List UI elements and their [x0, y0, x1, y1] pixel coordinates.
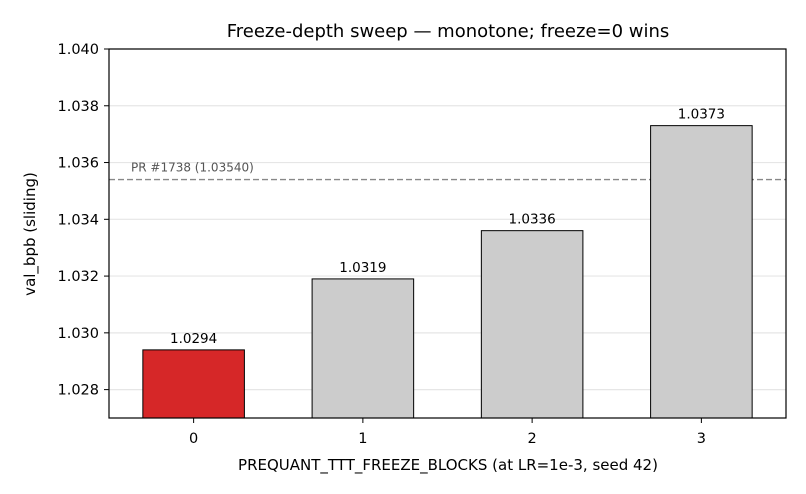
axes-frame	[108, 48, 787, 419]
bar-value-label: 1.0319	[339, 260, 386, 276]
y-tick-label: 1.040	[57, 42, 99, 58]
bar-3	[650, 125, 753, 419]
y-tick-label: 1.032	[57, 269, 99, 285]
bar-value-label: 1.0294	[170, 331, 217, 347]
y-tick-label: 1.030	[57, 326, 99, 342]
x-axis-ticks: 0 1 2 3	[189, 418, 706, 447]
x-tick-label: 3	[697, 431, 706, 447]
chart-title: Freeze-depth sweep — monotone; freeze=0 …	[227, 21, 670, 42]
bar-value-label: 1.0336	[509, 212, 556, 228]
y-tick-label: 1.028	[57, 383, 99, 399]
y-tick-label: 1.034	[57, 212, 99, 228]
y-tick-label: 1.038	[57, 99, 99, 115]
x-tick-label: 1	[358, 431, 367, 447]
y-axis-ticks: 1.028 1.030 1.032 1.034 1.036 1.038 1.040	[57, 42, 109, 399]
reference-line-label: PR #1738 (1.03540)	[131, 161, 254, 175]
bars: 1.0294 1.0319 1.0336 1.0373	[142, 107, 753, 419]
x-tick-label: 0	[189, 431, 198, 447]
bar-value-label: 1.0373	[678, 107, 725, 123]
x-tick-label: 2	[528, 431, 537, 447]
x-axis-label: PREQUANT_TTT_FREEZE_BLOCKS (at LR=1e-3, …	[238, 456, 658, 475]
bar-0	[142, 349, 245, 419]
y-tick-label: 1.036	[57, 156, 99, 172]
y-axis-label: val_bpb (sliding)	[21, 172, 40, 296]
bar-1	[311, 278, 415, 419]
bar-2	[480, 230, 584, 419]
